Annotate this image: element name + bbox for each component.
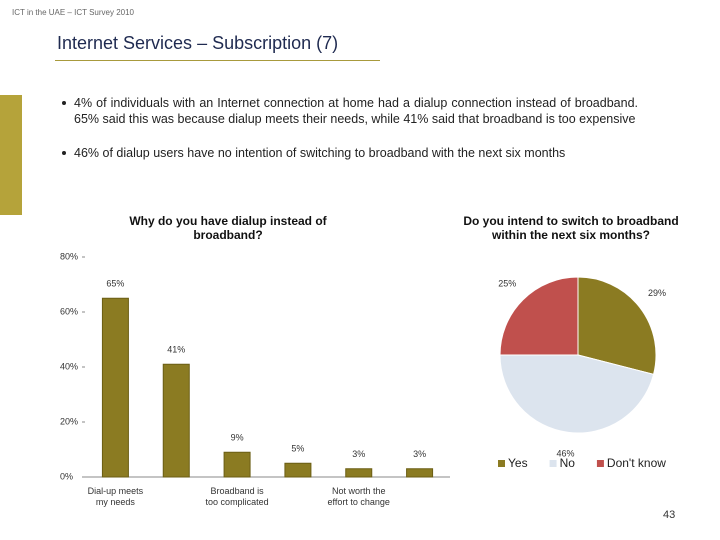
- legend-marker: [498, 460, 505, 467]
- x-tick-label: Dial-up meets my needs: [87, 486, 144, 507]
- side-bar: [0, 95, 22, 215]
- bar: [345, 468, 373, 478]
- slide-title: Internet Services – Subscription (7): [57, 33, 339, 53]
- legend-label: Yes: [508, 456, 528, 470]
- y-tick-label: 40%: [60, 361, 78, 371]
- bullet-list: 4% of individuals with an Internet conne…: [62, 95, 638, 161]
- y-tick-label: 20%: [60, 416, 78, 426]
- data-label: 25%: [498, 279, 516, 289]
- y-tick-label: 80%: [60, 251, 78, 261]
- x-tick-label: Broadband is too complicated: [205, 486, 269, 507]
- bar: [223, 451, 251, 478]
- bullet-text: 4% of individuals with an Internet conne…: [74, 96, 638, 126]
- pie-chart-title: Do you intend to switch to broadband wit…: [463, 214, 679, 242]
- title-rule: [55, 60, 380, 61]
- bullet-text: 46% of dialup users have no intention of…: [74, 146, 566, 160]
- data-label: 5%: [291, 444, 304, 454]
- data-label: 41%: [167, 345, 185, 355]
- bullet-item: 4% of individuals with an Internet conne…: [62, 95, 638, 127]
- bar: [162, 363, 190, 478]
- y-tick-label: 0%: [60, 471, 73, 481]
- pie-slice: [499, 354, 655, 434]
- legend-marker: [596, 460, 604, 467]
- bullet-item: 46% of dialup users have no intention of…: [62, 145, 638, 161]
- data-label: 3%: [413, 449, 426, 459]
- bullet-dot: [62, 101, 66, 105]
- bar: [406, 468, 434, 478]
- header: ICT in the UAE – ICT Survey 2010: [12, 8, 134, 17]
- bar: [101, 297, 129, 478]
- y-tick-label: 60%: [60, 306, 78, 316]
- data-label: 9%: [231, 433, 244, 443]
- data-label: 46%: [556, 449, 574, 459]
- legend-label: Don't know: [607, 456, 666, 470]
- legend-label: No: [560, 456, 576, 470]
- legend-marker: [549, 460, 557, 467]
- data-label: 65%: [106, 279, 124, 289]
- page-number: 43: [663, 509, 676, 521]
- x-tick-label: Not worth the effort to change: [327, 486, 390, 507]
- pie-slice: [577, 276, 657, 376]
- data-label: 29%: [648, 288, 666, 298]
- bar: [284, 462, 312, 478]
- data-label: 3%: [352, 449, 365, 459]
- bar-chart-title: Why do you have dialup instead of broadb…: [129, 214, 327, 242]
- pie-slice: [499, 276, 579, 356]
- bullet-dot: [62, 151, 66, 155]
